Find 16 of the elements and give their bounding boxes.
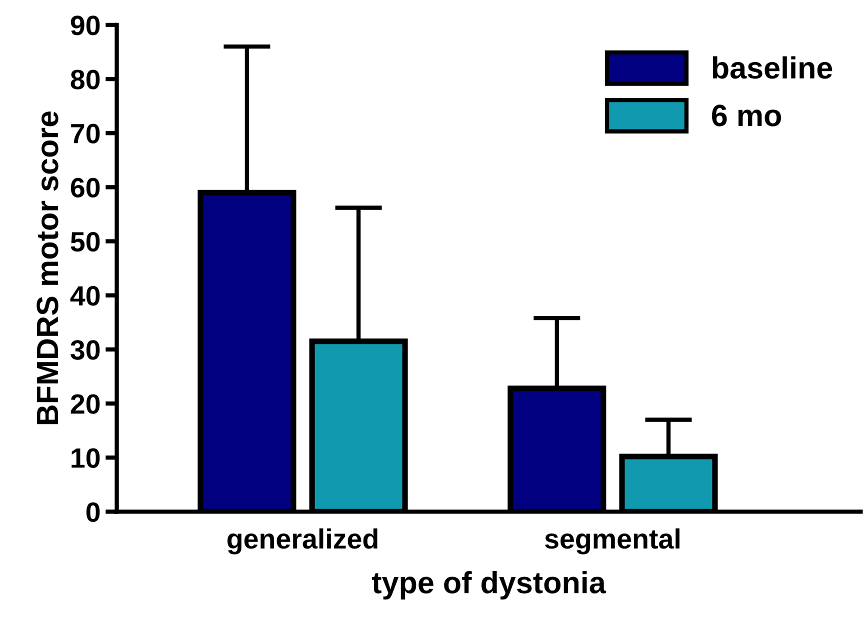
y-tick-label: 30	[70, 340, 100, 360]
y-tick-label: 80	[70, 70, 100, 90]
y-axis-title: BFMDRS motor score	[36, 111, 58, 424]
y-tick-label: 70	[71, 124, 100, 144]
y-tick-label: 90	[70, 16, 100, 36]
y-tick-label: 40	[70, 286, 100, 306]
y-tick-label: 10	[72, 448, 100, 468]
y-tick-label: 0	[86, 502, 100, 522]
x-tick-label: segmental	[544, 528, 680, 554]
y-tick-label: 50	[70, 232, 100, 252]
x-axis-title: type of dystonia	[372, 571, 606, 600]
y-tick-label: 20	[70, 394, 100, 414]
legend-label: 6 mo	[712, 104, 782, 126]
legend-label: baseline	[712, 56, 832, 79]
y-tick-label: 60	[70, 178, 100, 198]
x-tick-label: generalized	[227, 528, 378, 554]
